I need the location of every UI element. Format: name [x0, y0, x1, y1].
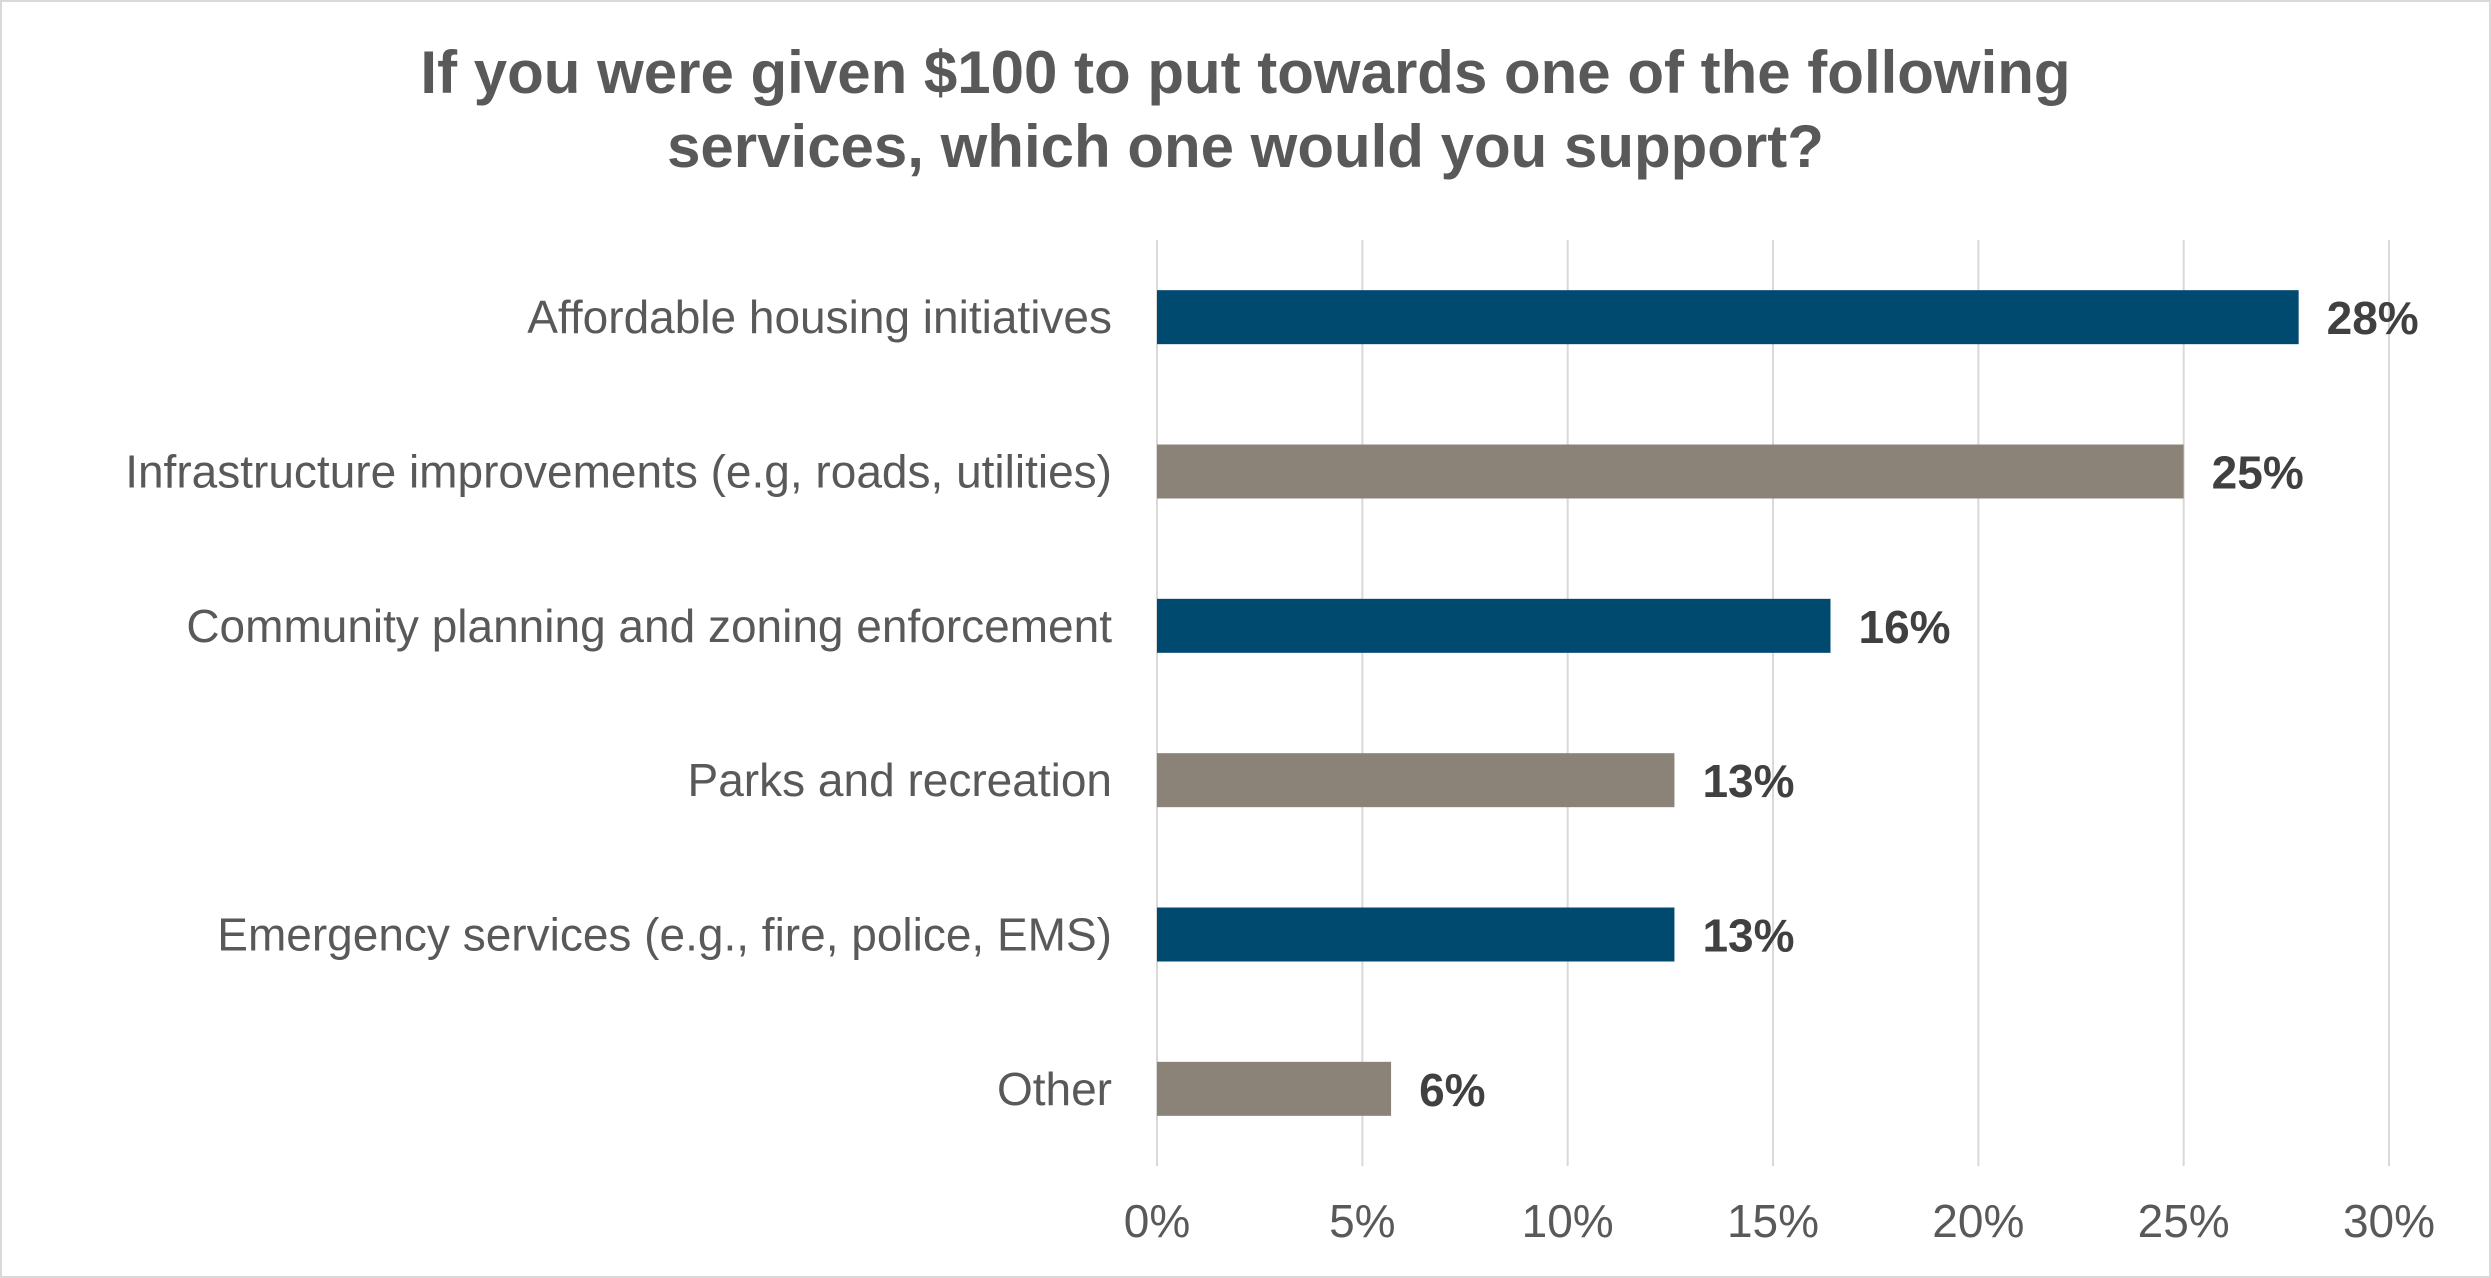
data-label-1: 25% — [2212, 447, 2304, 499]
x-tick-label-4: 20% — [1932, 1195, 2024, 1247]
x-tick-label-0: 0% — [1124, 1195, 1190, 1247]
x-tick-label-6: 30% — [2343, 1195, 2435, 1247]
data-label-0: 28% — [2327, 292, 2419, 344]
data-label-3: 13% — [1702, 755, 1794, 807]
data-label-2: 16% — [1858, 601, 1950, 653]
bar-5 — [1157, 1061, 1392, 1116]
category-label-5: Other — [997, 1063, 1112, 1115]
x-tick-label-1: 5% — [1329, 1195, 1395, 1247]
chart-title: If you were given $100 to put towards on… — [0, 36, 2491, 184]
bar-0 — [1157, 290, 2299, 345]
chart-title-line-1: If you were given $100 to put towards on… — [420, 39, 2071, 106]
bar-4 — [1157, 907, 1675, 962]
x-tick-label-2: 10% — [1522, 1195, 1614, 1247]
bar-3 — [1157, 753, 1675, 808]
x-tick-label-3: 15% — [1727, 1195, 1819, 1247]
bar-2 — [1157, 598, 1831, 653]
chart-title-line-2: services, which one would you support? — [667, 113, 1824, 180]
category-label-4: Emergency services (e.g., fire, police, … — [217, 909, 1112, 961]
data-label-5: 6% — [1419, 1064, 1485, 1116]
x-tick-label-5: 25% — [2138, 1195, 2230, 1247]
bar-1 — [1157, 444, 2184, 499]
category-label-1: Infrastructure improvements (e.g, roads,… — [125, 446, 1112, 498]
category-label-0: Affordable housing initiatives — [527, 291, 1112, 343]
category-label-2: Community planning and zoning enforcemen… — [186, 600, 1112, 652]
category-label-3: Parks and recreation — [688, 754, 1112, 806]
data-label-4: 13% — [1702, 910, 1794, 962]
